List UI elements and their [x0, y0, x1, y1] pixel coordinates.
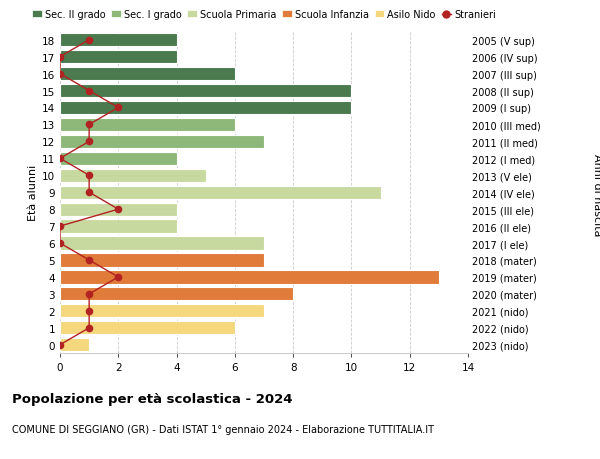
Bar [60, 271, 439, 284]
Bar [60, 85, 352, 98]
Text: COMUNE DI SEGGIANO (GR) - Dati ISTAT 1° gennaio 2024 - Elaborazione TUTTITALIA.I: COMUNE DI SEGGIANO (GR) - Dati ISTAT 1° … [12, 425, 434, 435]
Bar [60, 237, 264, 250]
Bar [60, 101, 352, 115]
Bar [60, 152, 176, 166]
Bar [60, 203, 176, 216]
Bar [60, 220, 176, 233]
Bar [60, 288, 293, 301]
Legend: Sec. II grado, Sec. I grado, Scuola Primaria, Scuola Infanzia, Asilo Nido, Stran: Sec. II grado, Sec. I grado, Scuola Prim… [28, 6, 500, 24]
Bar [60, 186, 380, 199]
Text: Popolazione per età scolastica - 2024: Popolazione per età scolastica - 2024 [12, 392, 293, 405]
Y-axis label: Età alunni: Età alunni [28, 165, 38, 221]
Bar [60, 338, 89, 352]
Bar [60, 135, 264, 149]
Bar [60, 254, 264, 267]
Bar [60, 321, 235, 335]
Bar [60, 68, 235, 81]
Bar [60, 305, 264, 318]
Bar [60, 118, 235, 132]
Bar [60, 51, 176, 64]
Bar [60, 34, 176, 47]
Bar [60, 169, 206, 183]
Text: Anni di nascita: Anni di nascita [592, 154, 600, 236]
